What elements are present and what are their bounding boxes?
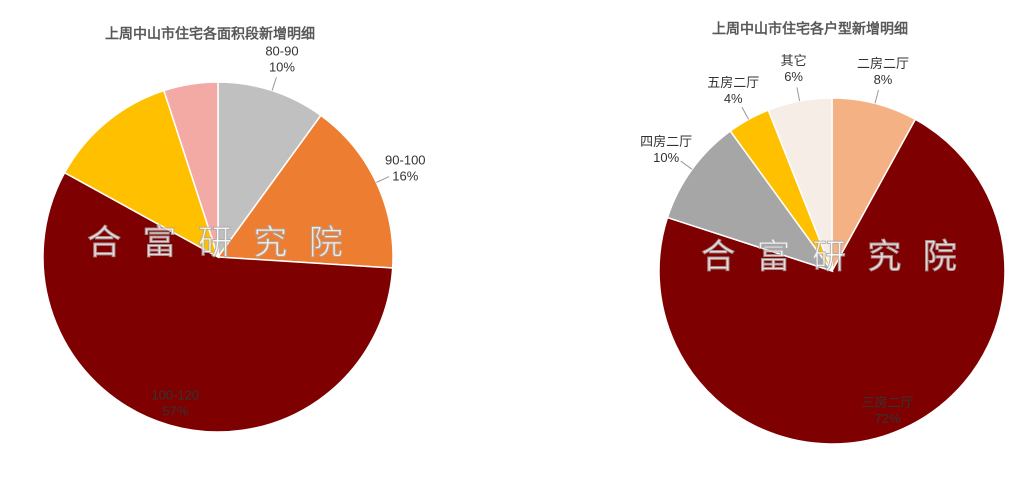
slice-value-label: 10%	[269, 60, 295, 75]
pie-slice	[63, 89, 220, 259]
watermark: 合 富 研 究 院	[87, 224, 349, 262]
slice-value-label: 4%	[724, 91, 743, 106]
slice-value-label: 57%	[162, 403, 188, 418]
leader-line	[796, 87, 801, 102]
leader-line	[680, 160, 693, 170]
slice-label: 90-100	[385, 152, 425, 167]
slice-label: 其它	[781, 53, 807, 68]
chart-title: 上周中山市住宅各户型新增明细	[712, 21, 908, 37]
slice-value-label: 72%	[875, 411, 901, 426]
slice-label: 80-90	[265, 44, 298, 59]
pie-slice	[162, 81, 219, 258]
leader-line	[376, 176, 390, 183]
slice-value-label: 10%	[653, 150, 679, 165]
slice-label: 五房二厅	[707, 75, 759, 90]
slice-label: 三房二厅	[862, 395, 914, 410]
slice-value-label: 8%	[874, 72, 893, 87]
pie-slice	[767, 97, 833, 272]
pie-slice	[217, 81, 322, 260]
pie-slice	[658, 118, 1006, 445]
watermark: 合 富 研 究 院	[701, 238, 963, 276]
leader-line	[271, 77, 277, 91]
leader-line	[741, 106, 750, 120]
slice-value-label: 6%	[784, 69, 803, 84]
slice-label: 100-120	[151, 387, 199, 402]
slice-label: 四房二厅	[640, 134, 692, 149]
chart-title: 上周中山市住宅各面积段新增明细	[105, 26, 315, 42]
slice-value-label: 16%	[392, 168, 418, 183]
pie-slice	[42, 171, 394, 433]
leader-line	[874, 89, 879, 104]
slice-label: 二房二厅	[857, 56, 909, 71]
